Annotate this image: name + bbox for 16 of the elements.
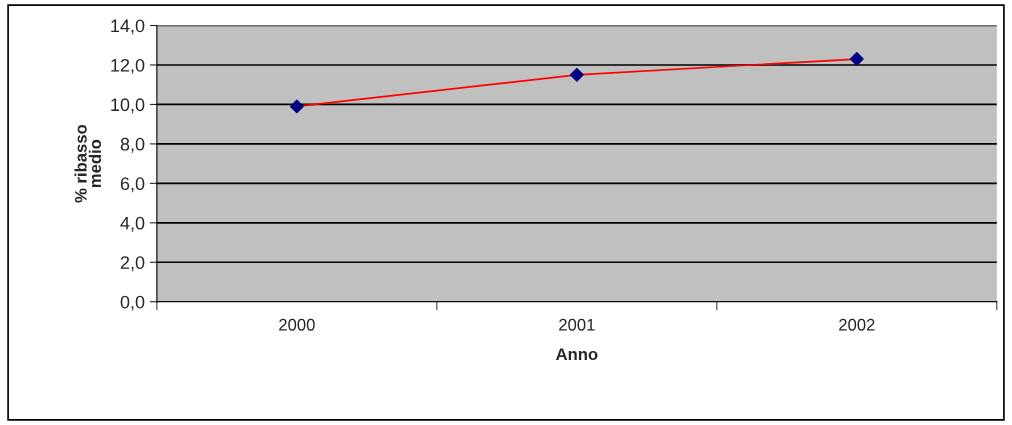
y-tick-label: 2,0 [120,256,145,272]
x-tick-label: 2000 [279,318,315,331]
y-tick-label: 0,0 [120,295,145,311]
x-tick-label: 2002 [839,318,875,331]
y-tick-label: 12,0 [111,58,145,74]
y-tick-label: 10,0 [111,98,145,114]
point [849,52,864,66]
y-tick-label: 8,0 [120,137,145,153]
point [289,99,304,114]
y-tick-label: 14,0 [111,19,145,35]
x-axis-title: Anno [555,348,598,361]
point [569,67,584,82]
y-tick-label: 4,0 [120,216,145,232]
y-axis-title: % ribasso medio [74,124,102,203]
y-tick-label: 6,0 [120,177,145,193]
x-tick-label: 2001 [559,318,595,331]
